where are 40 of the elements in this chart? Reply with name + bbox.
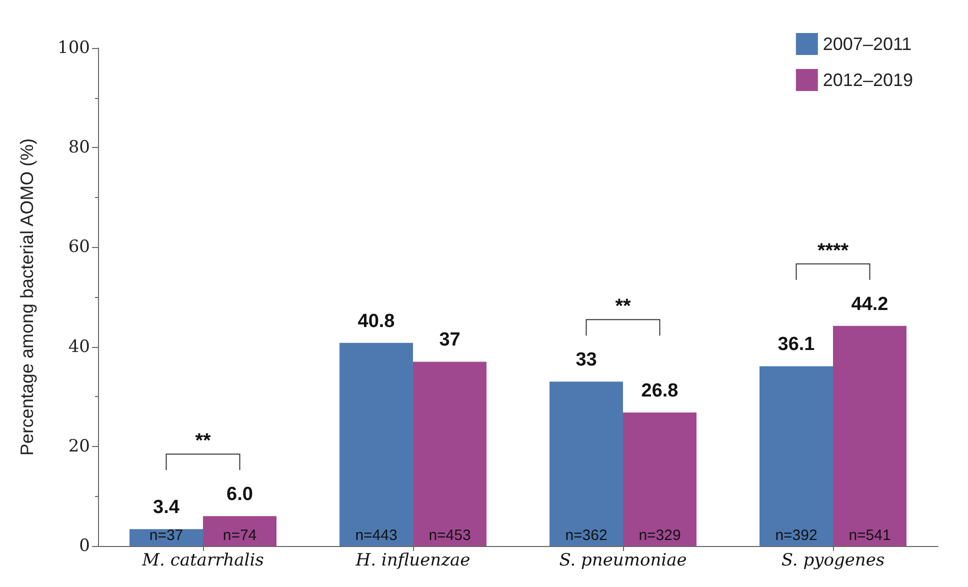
y-axis-title: Percentage among bacterial AOMO (%) [17,138,37,456]
bar [833,326,906,546]
y-tick-label: 40 [68,336,90,357]
annotation: ** [195,430,211,452]
annotation: n=443 [355,527,398,544]
annotation: n=453 [428,527,471,544]
y-tick-label: 60 [68,237,90,258]
data-label: 44.2 [851,294,888,315]
data-label: 37 [439,330,460,351]
x-tick-label: S. pneumoniae [559,550,687,570]
annotation: **** [817,240,849,262]
y-tick-label: 100 [58,38,90,58]
data-label: 40.8 [358,310,395,332]
annotation: n=541 [848,527,891,544]
bar [203,516,276,546]
bar [340,342,413,546]
bar [550,382,623,546]
annotation: n=329 [638,527,681,544]
annotation: n=362 [565,527,608,544]
legend-label: 2007–2011 [822,34,912,54]
y-tick-label: 0 [79,536,90,556]
data-label: 3.4 [153,497,180,518]
x-tick-label: M. catarrhalis [141,550,264,570]
y-tick-label: 80 [68,138,90,158]
x-tick-label: S. pyogenes [781,550,885,570]
data-label: 33 [576,350,597,371]
x-tick-label: H. influenzae [354,550,470,570]
data-label: 6.0 [226,484,253,506]
annotation: ** [615,296,631,318]
data-label: 26.8 [641,380,678,402]
annotation: n=37 [149,527,184,544]
bar [760,366,833,546]
data-label: 36.1 [778,334,816,356]
legend-label: 2012–2019 [822,70,914,90]
bar [623,412,696,546]
annotation: n=392 [775,527,818,544]
y-tick-label: 20 [68,436,90,456]
bar [413,362,486,546]
bar [130,529,203,546]
annotation: n=74 [222,527,257,544]
